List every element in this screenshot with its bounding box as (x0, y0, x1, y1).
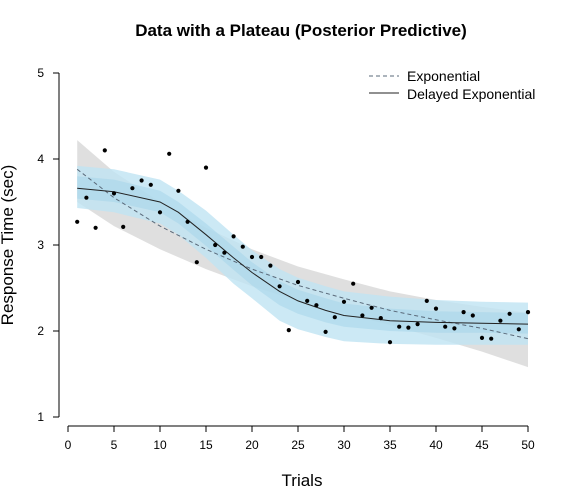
data-point (249, 254, 255, 260)
data-point (203, 165, 209, 170)
data-point (479, 335, 485, 340)
x-tick-label: 35 (383, 438, 397, 452)
data-point (222, 250, 227, 255)
data-point (341, 299, 347, 304)
data-point (277, 284, 282, 289)
x-tick-label: 20 (245, 438, 259, 452)
y-tick-label: 3 (37, 238, 44, 252)
data-point (369, 305, 374, 310)
data-point (185, 219, 190, 224)
chart-title: Data with a Plateau (Posterior Predictiv… (135, 21, 467, 40)
data-point (213, 242, 218, 248)
x-tick-label: 30 (337, 438, 351, 452)
data-point (93, 225, 98, 230)
data-point (130, 186, 135, 191)
data-point (231, 234, 236, 239)
x-tick-label: 15 (199, 438, 213, 452)
data-point (424, 298, 429, 303)
data-point (176, 188, 181, 193)
data-point (516, 327, 521, 332)
uncertainty-bands (77, 140, 528, 368)
data-point (102, 148, 107, 153)
x-tick-label: 25 (291, 438, 305, 452)
data-point (525, 310, 531, 315)
legend: Exponential Delayed Exponential (369, 68, 535, 102)
data-point (415, 322, 420, 327)
y-tick-label: 1 (37, 410, 44, 424)
data-point (351, 281, 356, 286)
data-point (378, 316, 383, 321)
data-point (295, 279, 301, 285)
data-points (75, 148, 531, 345)
data-point (167, 151, 172, 156)
data-point (323, 329, 328, 334)
data-point (452, 326, 457, 331)
data-point (387, 340, 393, 345)
x-tick-label: 0 (65, 438, 72, 452)
x-tick-label: 40 (429, 438, 443, 452)
data-point (157, 210, 163, 215)
x-tick-label: 5 (111, 438, 118, 452)
data-point (194, 260, 199, 265)
y-axis-label: Response Time (sec) (0, 165, 17, 326)
data-point (139, 178, 144, 183)
data-point (148, 182, 153, 187)
data-point (443, 324, 448, 329)
y-tick-label: 4 (37, 152, 44, 166)
data-point (507, 311, 512, 316)
axes (58, 73, 528, 427)
delayed-exponential-band-outer (77, 165, 528, 345)
data-point (332, 315, 337, 320)
data-point (268, 263, 273, 268)
legend-delayed-exponential-label: Delayed Exponential (407, 86, 535, 102)
data-point (470, 313, 475, 318)
y-ticks: 1 2 3 4 5 (37, 66, 59, 424)
y-tick-label: 2 (37, 324, 44, 338)
delayed-exponential-band-inner (77, 176, 528, 334)
y-tick-label: 5 (37, 66, 44, 80)
x-tick-label: 45 (475, 438, 489, 452)
data-point (433, 306, 439, 311)
data-point (84, 195, 89, 200)
x-tick-label: 10 (153, 438, 167, 452)
data-point (461, 310, 466, 315)
data-point (314, 303, 319, 308)
legend-exponential-label: Exponential (407, 68, 480, 84)
data-point (75, 219, 80, 224)
data-point (406, 325, 411, 330)
data-point (286, 328, 291, 333)
data-point (259, 254, 264, 260)
x-axis-label: Trials (282, 471, 323, 490)
data-point (121, 224, 126, 229)
x-ticks: 0 5 10 15 20 25 30 35 40 45 50 (65, 426, 535, 452)
data-point (360, 313, 365, 318)
data-point (498, 318, 503, 323)
data-point (489, 336, 494, 341)
data-point (111, 191, 117, 196)
data-point (240, 244, 245, 249)
series-lines (76, 168, 529, 340)
data-point (397, 324, 402, 329)
data-point (305, 298, 310, 303)
delayed-exponential-line (77, 187, 529, 325)
x-tick-label: 50 (521, 438, 535, 452)
